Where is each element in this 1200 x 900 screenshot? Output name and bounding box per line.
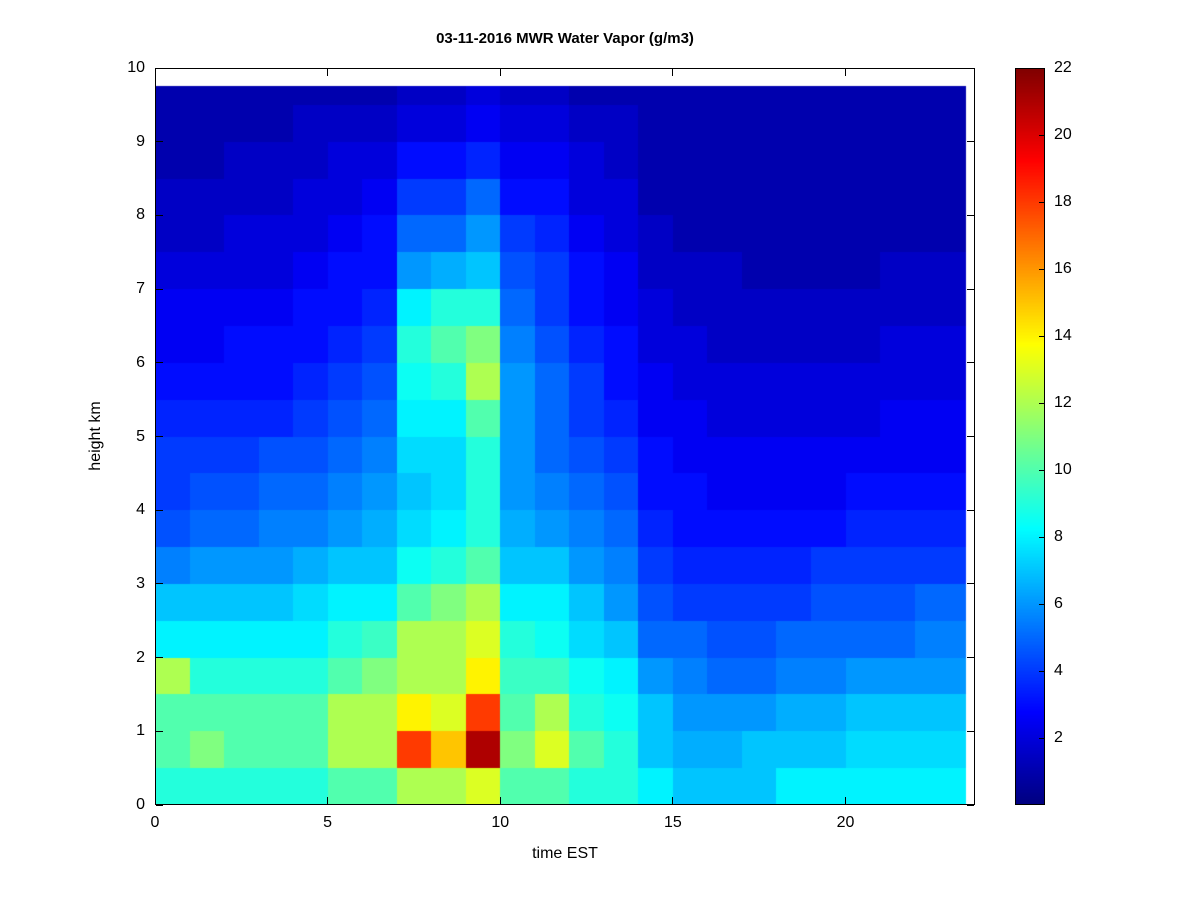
colorbar-tick-mark <box>1039 201 1044 203</box>
x-tick-label: 10 <box>491 814 510 831</box>
y-tick-label: 4 <box>136 501 145 519</box>
x-tick-mark <box>672 797 674 804</box>
x-tick-label: 0 <box>150 814 160 831</box>
x-tick-mark-top <box>845 69 847 76</box>
y-tick-mark <box>156 730 163 732</box>
colorbar-tick-mark <box>1039 536 1044 538</box>
y-tick-label: 1 <box>136 722 145 740</box>
y-tick-mark-right <box>967 730 974 732</box>
y-tick-mark-right <box>967 67 974 69</box>
y-tick-label: 10 <box>127 59 145 76</box>
colorbar-tick-label: 16 <box>1054 260 1072 277</box>
y-tick-mark <box>156 436 163 437</box>
colorbar-tick-mark <box>1039 335 1044 337</box>
x-tick-mark-top <box>499 69 501 76</box>
y-tick-mark-right <box>967 288 974 290</box>
colorbar-tick-mark <box>1039 134 1044 136</box>
y-tick-label: 7 <box>136 280 145 298</box>
colorbar-tick-label: 10 <box>1054 461 1072 478</box>
y-tick-label: 5 <box>136 427 145 445</box>
colorbar-tick-mark <box>1039 603 1044 605</box>
y-tick-mark <box>156 288 163 290</box>
y-tick-label: 9 <box>136 132 145 150</box>
colorbar-tick-label: 12 <box>1054 394 1072 411</box>
colorbar-tick-label: 2 <box>1054 729 1063 746</box>
x-tick-mark <box>499 797 501 804</box>
x-tick-label: 20 <box>836 814 855 831</box>
y-tick-label: 3 <box>136 574 145 592</box>
colorbar-tick-mark <box>1039 670 1044 672</box>
x-tick-mark-top <box>672 69 674 76</box>
x-tick-mark-top <box>154 69 156 76</box>
y-tick-mark <box>156 583 163 585</box>
colorbar-tick-mark <box>1039 67 1044 69</box>
chart-title: 03-11-2016 MWR Water Vapor (g/m3) <box>436 30 694 47</box>
y-tick-mark <box>156 509 163 511</box>
x-tick-mark-top <box>327 69 329 76</box>
y-tick-mark-right <box>967 362 974 364</box>
colorbar-tick-label: 22 <box>1054 59 1072 76</box>
y-tick-mark-right <box>967 583 974 585</box>
colorbar-tick-mark <box>1039 268 1044 270</box>
y-tick-label: 2 <box>136 648 145 666</box>
x-tick-mark <box>327 797 329 804</box>
x-tick-mark <box>845 797 847 804</box>
y-tick-mark <box>156 804 163 806</box>
colorbar-tick-mark <box>1039 737 1044 739</box>
y-tick-label: 8 <box>136 206 145 224</box>
y-tick-mark-right <box>967 214 974 216</box>
colorbar-tick-label: 20 <box>1054 126 1072 143</box>
x-tick-mark <box>154 797 156 804</box>
y-tick-mark-right <box>967 436 974 437</box>
y-tick-mark <box>156 362 163 364</box>
y-tick-mark <box>156 214 163 216</box>
y-tick-mark-right <box>967 509 974 511</box>
heatmap-canvas <box>155 68 975 805</box>
y-tick-mark <box>156 67 163 69</box>
y-tick-label: 6 <box>136 353 145 371</box>
colorbar-tick-label: 6 <box>1054 595 1063 612</box>
colorbar-canvas <box>1015 68 1045 805</box>
x-axis-label: time EST <box>532 845 598 862</box>
colorbar-tick-label: 18 <box>1054 193 1072 210</box>
y-tick-mark <box>156 141 163 143</box>
colorbar-tick-label: 8 <box>1054 528 1063 545</box>
colorbar-tick-label: 4 <box>1054 662 1063 679</box>
x-tick-label: 5 <box>323 814 333 831</box>
y-tick-mark <box>156 657 163 659</box>
y-tick-mark-right <box>967 141 974 143</box>
y-tick-label: 0 <box>136 796 145 813</box>
x-tick-label: 15 <box>663 814 682 831</box>
colorbar-tick-mark <box>1039 402 1044 404</box>
y-tick-mark-right <box>967 657 974 659</box>
colorbar-tick-mark <box>1039 469 1044 471</box>
colorbar-tick-label: 14 <box>1054 327 1072 344</box>
y-tick-mark-right <box>967 804 974 806</box>
